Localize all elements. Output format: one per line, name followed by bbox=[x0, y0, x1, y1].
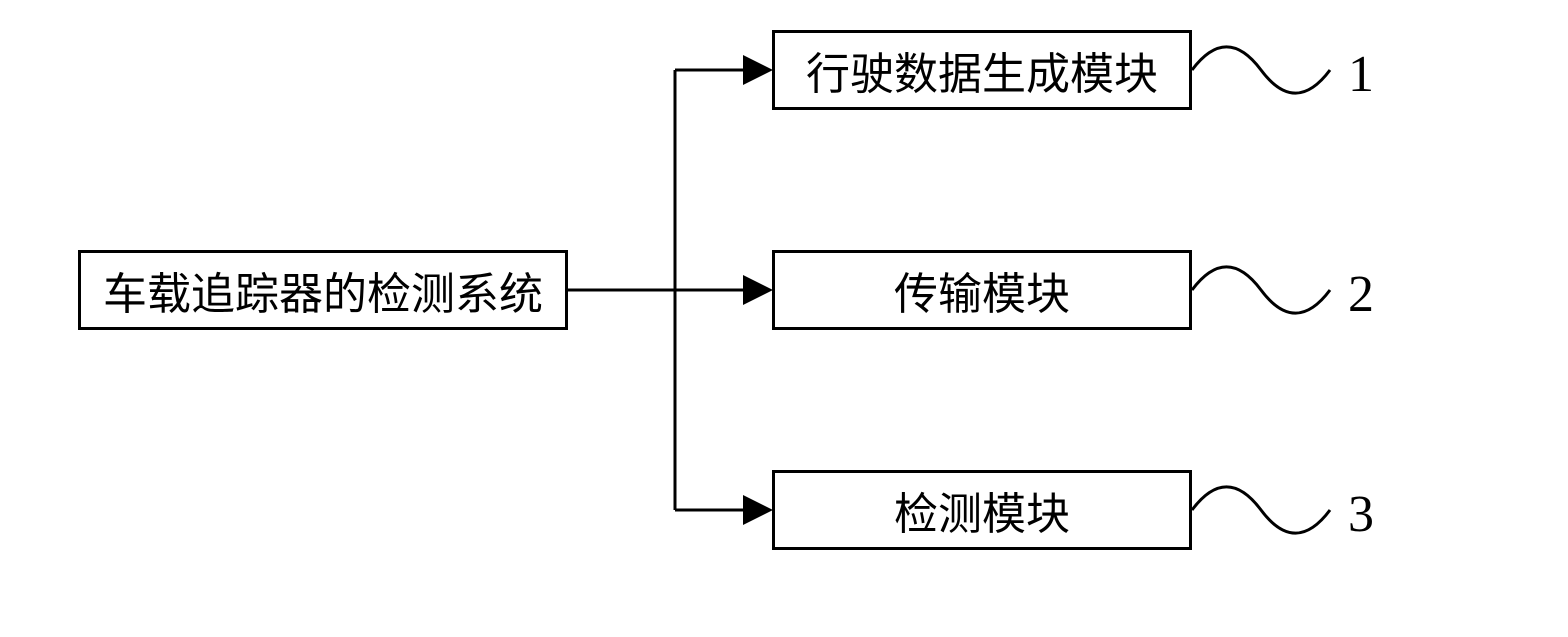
wave-mark-1 bbox=[1192, 47, 1330, 93]
module-box-2: 传输模块 bbox=[772, 250, 1192, 330]
module-number-2: 2 bbox=[1348, 265, 1374, 324]
module-label-2: 传输模块 bbox=[894, 258, 1070, 322]
wave-mark-2 bbox=[1192, 267, 1330, 313]
module-number-3: 3 bbox=[1348, 485, 1374, 544]
main-system-label: 车载追踪器的检测系统 bbox=[103, 258, 543, 322]
main-system-box: 车载追踪器的检测系统 bbox=[78, 250, 568, 330]
module-label-1: 行驶数据生成模块 bbox=[806, 38, 1158, 102]
module-label-3: 检测模块 bbox=[894, 478, 1070, 542]
module-box-1: 行驶数据生成模块 bbox=[772, 30, 1192, 110]
module-number-1: 1 bbox=[1348, 45, 1374, 104]
module-box-3: 检测模块 bbox=[772, 470, 1192, 550]
wave-mark-3 bbox=[1192, 487, 1330, 533]
